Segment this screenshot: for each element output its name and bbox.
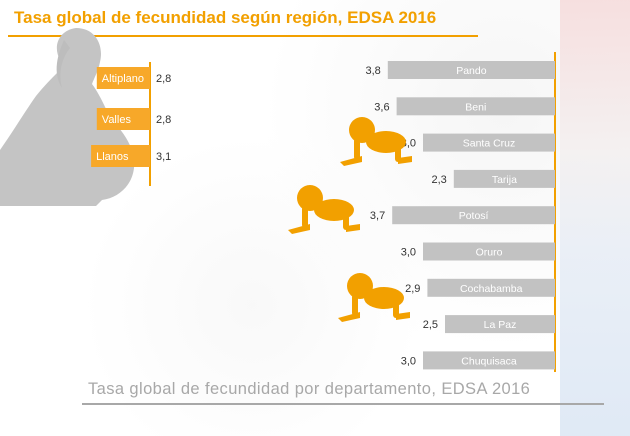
region-title-underline xyxy=(8,35,478,37)
department-bar-category-label: Tarija xyxy=(492,174,517,186)
department-bar-category-label: Santa Cruz xyxy=(463,138,516,150)
region-bar xyxy=(91,145,150,167)
department-bar-value-label: 2,5 xyxy=(423,319,438,331)
department-bar xyxy=(453,169,555,188)
region-bar-value-label: 3,1 xyxy=(156,151,171,163)
region-bar-chart: Altiplano 2,8 Valles 2,8 Llanos 3,1 xyxy=(91,67,171,167)
department-bar-category-label: Pando xyxy=(456,65,487,77)
department-bar xyxy=(392,206,555,225)
department-bar-category-label: Beni xyxy=(465,101,486,113)
department-bar-category-label: Potosí xyxy=(459,210,489,222)
crawling-baby-icon xyxy=(340,117,412,166)
department-bar xyxy=(423,242,555,261)
department-bar-value-label: 2,3 xyxy=(432,174,447,186)
department-bar xyxy=(427,278,555,297)
department-bar xyxy=(423,133,555,152)
department-bar-value-label: 3,0 xyxy=(401,355,416,367)
region-bar-category-label: Llanos xyxy=(96,151,129,163)
department-bar-category-label: Cochabamba xyxy=(460,283,523,295)
department-bar xyxy=(396,97,555,116)
department-title-underline xyxy=(82,403,604,405)
department-bar xyxy=(423,351,555,370)
region-chart-title: Tasa global de fecundidad según región, … xyxy=(14,8,437,27)
region-bar-category-label: Valles xyxy=(102,114,132,126)
department-bar xyxy=(445,315,555,334)
department-bar xyxy=(387,61,555,79)
department-bar-chart: Pando 3,8 Beni 3,6 Santa Cruz 3,0 Tarija 2,3 Pot… xyxy=(366,61,555,370)
region-bar-value-label: 2,8 xyxy=(156,114,171,126)
department-bar-value-label: 3,0 xyxy=(401,247,416,259)
crawling-baby-icon xyxy=(338,273,410,322)
department-chart-title: Tasa global de fecundidad por departamen… xyxy=(88,380,531,398)
baby-illustrations xyxy=(288,117,412,322)
crawling-baby-icon xyxy=(288,185,360,234)
department-bar-category-label: Chuquisaca xyxy=(461,355,517,367)
department-bar-value-label: 3,7 xyxy=(370,210,385,222)
department-bar-category-label: La Paz xyxy=(484,319,517,331)
department-bar-value-label: 2,9 xyxy=(405,283,420,295)
department-bar-value-label: 3,6 xyxy=(374,101,389,113)
background-stripe xyxy=(560,0,630,436)
department-bar-category-label: Oruro xyxy=(476,247,503,259)
region-bar xyxy=(96,67,150,89)
department-bar-value-label: 3,8 xyxy=(366,65,381,77)
region-bar-category-label: Altiplano xyxy=(102,73,144,85)
region-bar xyxy=(96,108,150,130)
region-bar-value-label: 2,8 xyxy=(156,73,171,85)
